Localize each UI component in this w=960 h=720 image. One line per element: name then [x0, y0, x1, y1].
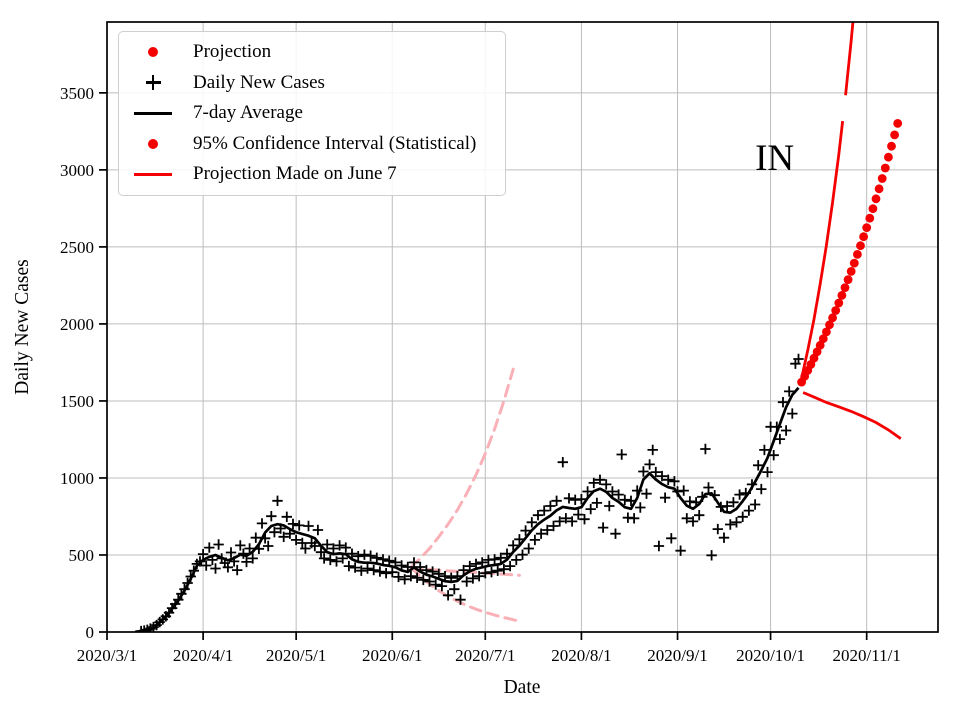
x-tick-label: 2020/9/1	[647, 646, 707, 665]
red-dot-icon	[148, 138, 158, 149]
legend-marker	[125, 172, 181, 176]
legend-row-projection: Projection	[125, 37, 499, 68]
x-tick-label: 2020/6/1	[362, 646, 422, 665]
x-axis-title: Date	[504, 677, 541, 698]
daily-scatter	[135, 353, 804, 632]
series	[134, 22, 903, 632]
june7-upper-bound-line	[409, 367, 515, 569]
projection-dots	[797, 119, 903, 387]
y-tick-label: 500	[69, 546, 95, 565]
legend-marker	[125, 47, 181, 58]
x-tick-label: 2020/5/1	[266, 646, 326, 665]
legend-marker	[125, 111, 181, 115]
red-dot-icon	[148, 47, 158, 58]
legend-marker	[125, 75, 181, 91]
plus-marker-icon	[145, 75, 161, 91]
x-tick-label: 2020/8/1	[551, 646, 611, 665]
legend-row-7day-average: 7-day Average	[125, 98, 499, 129]
legend-row-confidence-interval: 95% Confidence Interval (Statistical)	[125, 129, 499, 160]
legend-row-projection-june7: Projection Made on June 7	[125, 159, 499, 190]
black-line-icon	[134, 111, 172, 115]
y-tick-label: 2500	[60, 238, 94, 257]
x-tick-label: 2020/10/1	[736, 646, 805, 665]
y-tick-label: 2000	[60, 315, 94, 334]
y-tick-label: 3500	[60, 84, 94, 103]
y-tick-label: 1000	[60, 469, 94, 488]
ci-upper-line	[798, 22, 855, 386]
x-tick-label: 2020/7/1	[455, 646, 515, 665]
ci-lower-line	[802, 391, 902, 440]
legend-marker	[125, 138, 181, 149]
x-tick-label: 2020/4/1	[173, 646, 233, 665]
state-annotation: IN	[755, 138, 794, 179]
x-tick-label: 2020/11/1	[833, 646, 901, 665]
legend-label: 7-day Average	[193, 102, 303, 124]
y-axis-title: Daily New Cases	[12, 259, 33, 394]
red-line-icon	[134, 172, 172, 176]
y-tick-label: 3000	[60, 161, 94, 180]
tick-labels: 2020/3/1 2020/4/1 2020/5/1 2020/6/1 2020/7/1…	[60, 84, 901, 665]
avg7-line	[134, 386, 800, 632]
plot-border	[106, 21, 939, 633]
y-tick-label: 0	[86, 623, 95, 642]
legend: Projection Daily New Cases 7-day Average…	[118, 31, 506, 196]
y-tick-label: 1500	[60, 392, 94, 411]
legend-label: Projection Made on June 7	[193, 163, 397, 185]
x-tick-label: 2020/3/1	[77, 646, 137, 665]
legend-label: Projection	[193, 41, 272, 63]
axis-ticks	[99, 92, 868, 640]
legend-label: Daily New Cases	[193, 71, 325, 93]
legend-label: 95% Confidence Interval (Statistical)	[193, 132, 477, 154]
legend-row-daily-new-cases: Daily New Cases	[125, 68, 499, 99]
